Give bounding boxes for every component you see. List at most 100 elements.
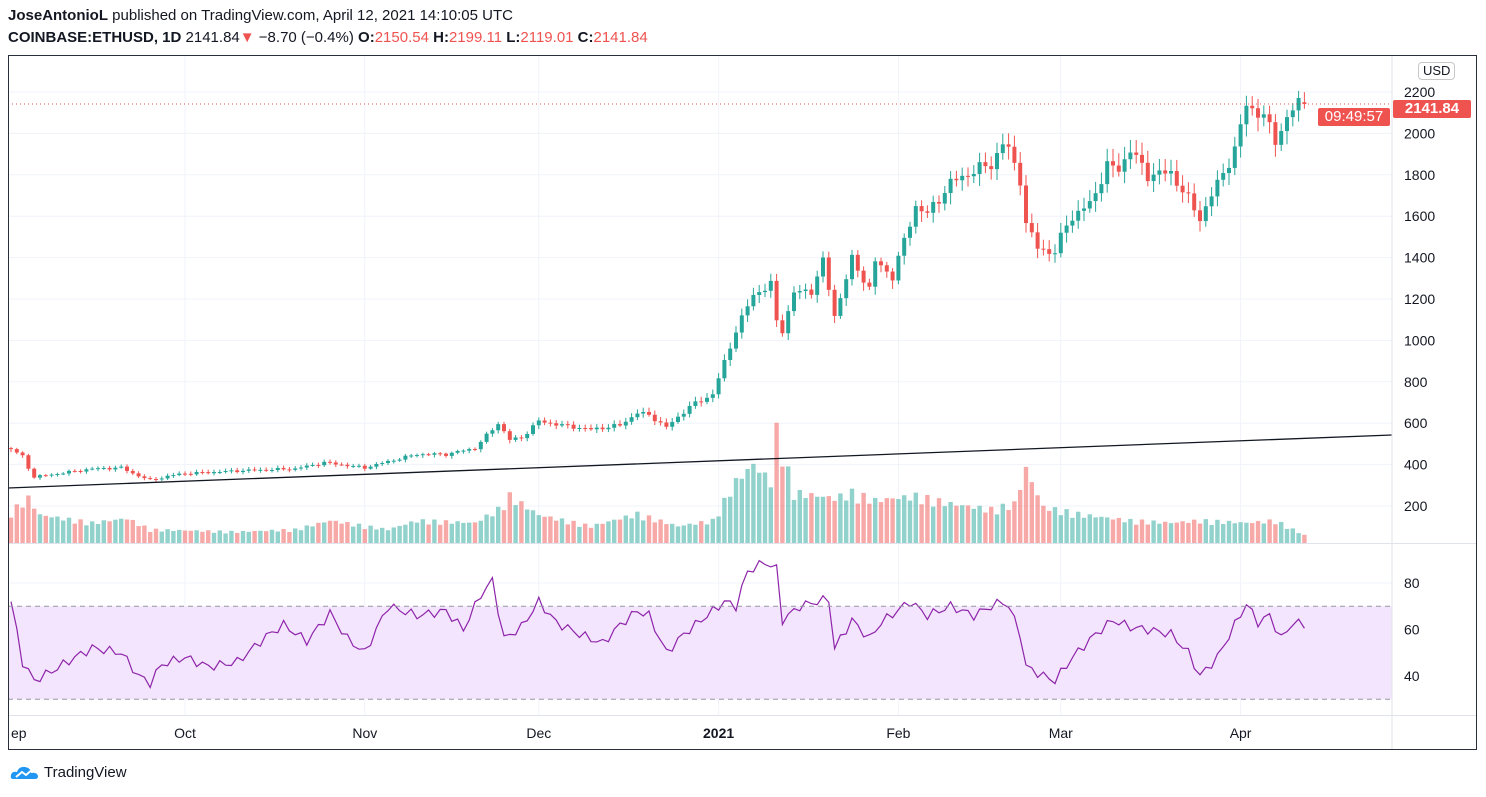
candle — [415, 453, 419, 458]
candle-body — [989, 166, 994, 170]
rsi-tick: 60 — [1404, 622, 1420, 638]
down-arrow-icon: ▼ — [239, 29, 255, 46]
volume-bar — [1186, 522, 1191, 543]
candle — [809, 283, 814, 299]
candle-body — [148, 478, 153, 480]
volume-bar — [733, 478, 739, 543]
volume-bar — [269, 529, 275, 543]
candle — [467, 447, 472, 454]
candle-body — [635, 413, 640, 418]
candle-body — [357, 465, 361, 467]
candle — [884, 261, 889, 278]
candle — [1006, 133, 1011, 160]
candle — [589, 424, 593, 431]
candle — [513, 435, 518, 442]
candle — [1070, 210, 1075, 233]
volume-bar — [1000, 503, 1005, 543]
candle-body — [293, 468, 298, 470]
candle — [1302, 92, 1307, 109]
publish-info: JoseAntonioL published on TradingView.co… — [8, 7, 513, 24]
candle-body — [513, 437, 518, 440]
volume-bars — [8, 422, 1307, 543]
candle-body — [971, 173, 976, 177]
candle — [1221, 163, 1226, 187]
volume-bar — [8, 517, 14, 543]
candle — [1238, 114, 1243, 158]
candle — [966, 167, 970, 187]
candle — [983, 152, 988, 174]
volume-bar — [588, 527, 594, 543]
volume-bar — [49, 517, 54, 543]
volume-bar — [542, 516, 547, 543]
volume-bar — [275, 531, 280, 543]
candle — [525, 431, 530, 442]
rsi-tick: 80 — [1404, 575, 1420, 591]
volume-bar — [84, 525, 89, 543]
tradingview-logo[interactable]: TradingView — [10, 763, 127, 781]
price-tick: 1400 — [1404, 250, 1435, 266]
volume-bar — [1029, 482, 1034, 543]
candle-body — [1029, 223, 1034, 233]
close-label: C: — [577, 29, 594, 46]
candle — [716, 373, 721, 399]
chart-frame — [8, 55, 1477, 750]
candle-body — [136, 473, 141, 477]
candle-body — [235, 470, 240, 473]
candle — [72, 469, 77, 473]
candle-body — [629, 417, 634, 422]
volume-bar — [1047, 510, 1052, 543]
candle — [1285, 109, 1289, 145]
candle-body — [397, 459, 402, 461]
volume-bar — [194, 530, 199, 543]
candle — [786, 305, 791, 341]
candle-body — [687, 405, 692, 414]
candle-body — [101, 467, 106, 469]
candle — [159, 476, 164, 482]
candle — [270, 467, 274, 473]
volume-bar — [1192, 519, 1197, 543]
candle — [896, 251, 901, 285]
volume-bar — [826, 496, 831, 543]
time-tick: Nov — [352, 725, 377, 741]
candle-body — [374, 463, 379, 467]
volume-bar — [1215, 519, 1220, 543]
candle-body — [1070, 220, 1075, 226]
candle-body — [1186, 192, 1191, 194]
candle-body — [670, 422, 675, 427]
candle-body — [310, 464, 315, 466]
candle-body — [571, 424, 576, 429]
candle-body — [177, 473, 182, 476]
candle — [1116, 153, 1121, 177]
candle-body — [1047, 249, 1052, 254]
candle-body — [850, 254, 854, 280]
volume-bar — [461, 522, 466, 543]
candle-body — [751, 294, 756, 307]
candle — [1047, 240, 1052, 262]
candle — [1012, 135, 1017, 171]
candle — [757, 284, 762, 304]
candle — [1082, 197, 1086, 222]
candle-body — [890, 271, 895, 281]
candle — [84, 467, 89, 474]
candle — [519, 435, 524, 442]
candle — [780, 314, 785, 337]
price-tick: 2200 — [1404, 84, 1435, 100]
volume-bar — [774, 422, 779, 543]
bar-countdown: 09:49:57 — [1318, 108, 1390, 126]
candle-body — [130, 470, 135, 474]
currency-badge[interactable]: USD — [1418, 62, 1456, 80]
candle — [130, 468, 135, 476]
candle-body — [322, 461, 327, 466]
candle-body — [995, 153, 999, 170]
symbol-label: COINBASE:ETHUSD, 1D — [8, 29, 182, 46]
volume-bar — [873, 497, 878, 543]
author[interactable]: JoseAntonioL — [8, 7, 108, 24]
candle-body — [647, 411, 651, 415]
candle-body — [14, 449, 19, 453]
candle-body — [658, 421, 663, 423]
volume-bar — [681, 525, 686, 543]
volume-bar — [919, 504, 924, 543]
volume-bar — [931, 506, 936, 543]
volume-bar — [1157, 523, 1162, 543]
